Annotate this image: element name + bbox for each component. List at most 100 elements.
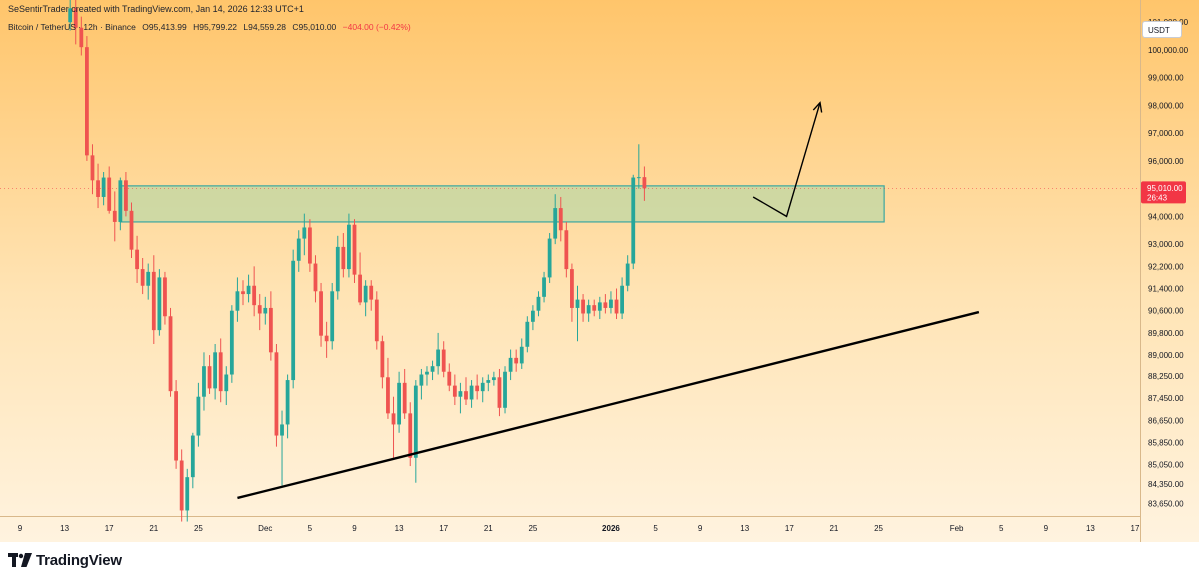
- candle-body: [190, 435, 195, 478]
- x-axis-tick-label: 9: [1044, 524, 1049, 533]
- x-axis-tick-label: 2026: [602, 524, 620, 533]
- x-axis-tick-label: 25: [194, 524, 203, 533]
- ohlc-low: L94,559.28: [243, 22, 286, 32]
- candle-body: [341, 246, 346, 270]
- candle-body: [330, 291, 335, 342]
- candle-body: [135, 249, 139, 270]
- candle-body: [157, 277, 162, 331]
- y-axis-tick-label: 89,800.00: [1148, 329, 1184, 338]
- candle-body: [140, 269, 145, 286]
- candle-body: [386, 377, 390, 414]
- candle-body: [146, 271, 151, 286]
- candle-body: [447, 371, 452, 386]
- candle-body: [319, 291, 323, 336]
- chart-creator-caption: SeSentirTrader created with TradingView.…: [8, 4, 304, 14]
- x-axis-tick-label: 25: [874, 524, 883, 533]
- y-axis-tick-label: 85,050.00: [1148, 461, 1184, 470]
- candle-body: [129, 210, 134, 250]
- candle-body: [313, 263, 318, 292]
- candle-body: [374, 299, 379, 342]
- candle-body: [79, 27, 84, 48]
- candle-body: [246, 285, 251, 295]
- candle-body: [358, 274, 362, 303]
- candle-body: [609, 299, 613, 308]
- candle-body: [380, 341, 385, 378]
- footer-bar: TradingView: [0, 542, 1199, 577]
- y-axis-tick-label: 100,000.00: [1148, 46, 1189, 55]
- candle-body: [163, 277, 167, 317]
- candle-body: [168, 316, 173, 392]
- candle-body: [241, 291, 245, 295]
- candle-body: [402, 382, 407, 414]
- candle-body: [118, 180, 123, 222]
- candle-body: [408, 413, 413, 458]
- x-axis-tick-label: 25: [528, 524, 537, 533]
- x-axis-tick-label: Feb: [950, 524, 964, 533]
- candle-body: [185, 477, 190, 511]
- x-axis-tick-label: 17: [439, 524, 448, 533]
- candle-body: [480, 382, 485, 392]
- y-axis-tick-label: 96,000.00: [1148, 157, 1184, 166]
- candle-body: [570, 269, 574, 308]
- candle-body: [553, 208, 558, 239]
- candle-body: [458, 391, 463, 397]
- x-axis-tick-label: 5: [999, 524, 1004, 533]
- candle-body: [308, 227, 312, 264]
- candle-body: [625, 263, 630, 286]
- resistance-zone-box: [119, 185, 885, 223]
- candle-body: [436, 349, 441, 367]
- candle-body: [285, 380, 290, 425]
- candle-body: [575, 299, 580, 308]
- ohlc-high: H95,799.22: [193, 22, 238, 32]
- x-axis-tick-label: 13: [740, 524, 749, 533]
- candle-body: [614, 299, 619, 314]
- price-chart[interactable]: 101,000.00100,000.0099,000.0098,000.0097…: [0, 0, 1199, 542]
- y-axis-tick-label: 98,000.00: [1148, 101, 1184, 110]
- last-price-label: 95,010.00: [1147, 184, 1183, 193]
- y-axis-tick-label: 88,250.00: [1148, 372, 1184, 381]
- x-axis-tick-label: 17: [785, 524, 794, 533]
- x-axis-tick-label: 21: [829, 524, 838, 533]
- candle-body: [558, 208, 563, 231]
- x-axis-tick-label: 13: [60, 524, 69, 533]
- x-axis-tick-label: 13: [395, 524, 404, 533]
- candle-body: [235, 291, 240, 311]
- y-axis-tick-label: 94,000.00: [1148, 212, 1184, 221]
- y-axis-tick-label: 90,600.00: [1148, 307, 1184, 316]
- candle-body: [124, 180, 128, 211]
- symbol-title[interactable]: Bitcoin / TetherUS · 12h · Binance: [8, 22, 136, 32]
- candle-body: [347, 224, 351, 270]
- y-axis-tick-label: 97,000.00: [1148, 129, 1184, 138]
- candle-body: [73, 8, 78, 28]
- candle-body: [207, 366, 212, 389]
- candle-body: [475, 385, 480, 392]
- chart-background: [0, 0, 1199, 542]
- candle-body: [430, 366, 435, 372]
- candle-body: [597, 302, 602, 311]
- y-axis-tick-label: 83,650.00: [1148, 500, 1184, 509]
- candle-body: [291, 260, 296, 381]
- candle-body: [525, 321, 530, 347]
- candle-body: [96, 180, 100, 197]
- candle-body: [536, 296, 541, 311]
- currency-button[interactable]: USDT: [1142, 21, 1182, 38]
- candle-body: [274, 352, 279, 436]
- projection-arrow-path: [752, 102, 821, 218]
- x-axis-tick-label: 13: [1086, 524, 1095, 533]
- candle-body: [586, 305, 591, 314]
- chart-area[interactable]: 101,000.00100,000.0099,000.0098,000.0097…: [0, 0, 1199, 542]
- x-axis-tick-label: 17: [1131, 524, 1140, 533]
- ohlc-close: C95,010.00: [292, 22, 337, 32]
- candle-body: [90, 155, 95, 181]
- x-axis-tick-label: 9: [698, 524, 703, 533]
- tradingview-logo[interactable]: TradingView: [8, 549, 122, 571]
- candle-body: [581, 299, 585, 314]
- tradingview-logo-text: TradingView: [36, 551, 122, 569]
- candle-body: [642, 177, 647, 189]
- candle-body: [302, 227, 307, 239]
- candle-body: [369, 285, 374, 300]
- candle-body: [564, 230, 569, 270]
- candle-body: [218, 352, 223, 392]
- y-axis-tick-label: 93,000.00: [1148, 240, 1184, 249]
- candle-body: [112, 210, 117, 222]
